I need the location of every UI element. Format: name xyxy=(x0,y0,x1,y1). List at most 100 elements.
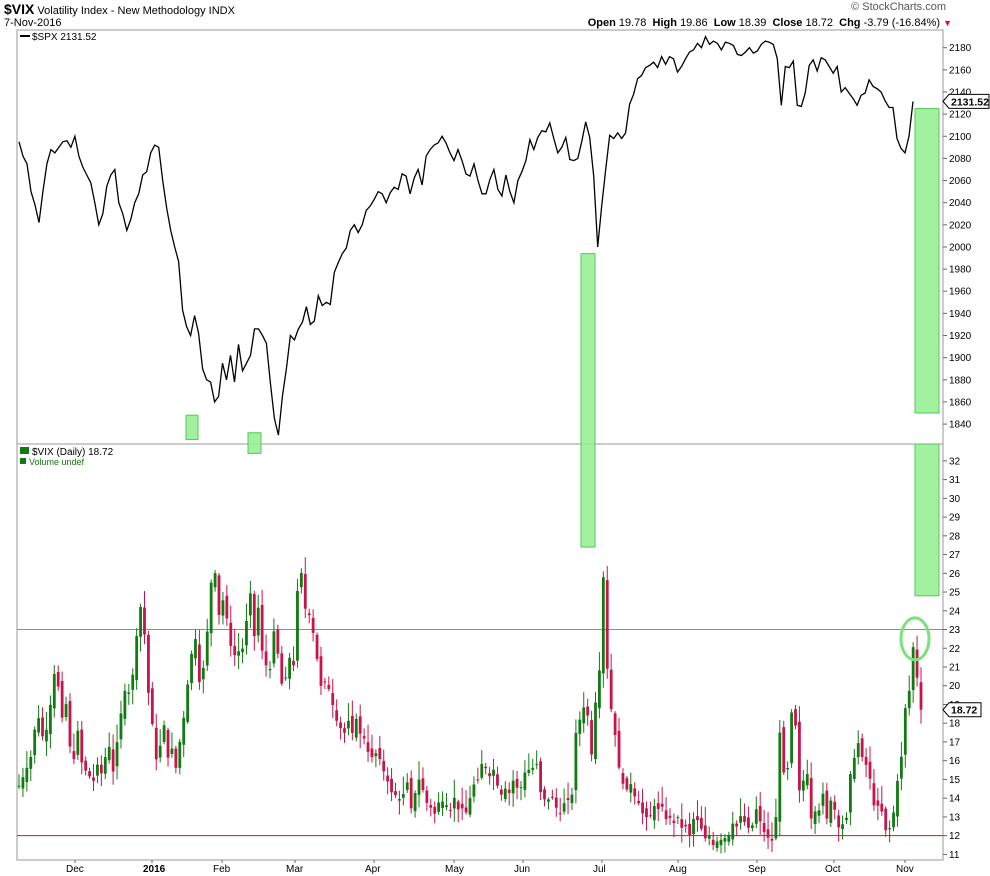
low-label: Low xyxy=(713,17,736,29)
vix-candle-up xyxy=(535,763,539,765)
vix-candle-up xyxy=(178,741,182,768)
vix-candle-up xyxy=(445,805,448,808)
x-axis-label: Mar xyxy=(286,864,304,875)
vix-candle-down xyxy=(880,803,884,812)
vix-candle-up xyxy=(907,690,911,709)
vix-candle-down xyxy=(41,717,44,737)
spx-panel-frame xyxy=(16,29,944,445)
vix-candle-down xyxy=(558,813,562,815)
vix-candle-down xyxy=(641,802,644,814)
vix-candle-down xyxy=(319,656,323,686)
vix-candle-up xyxy=(296,590,299,661)
vix-y-tick-label: 31 xyxy=(949,475,961,486)
vix-candle-down xyxy=(174,748,178,768)
vix-candle-up xyxy=(441,801,444,809)
vix-candle-up xyxy=(480,763,484,778)
x-axis-label: Oct xyxy=(825,864,841,875)
spx-y-tick-label: 2160 xyxy=(949,65,972,76)
vix-candle-up xyxy=(829,800,833,823)
vix-candle-up xyxy=(131,674,135,690)
vix-candle-up xyxy=(437,802,441,812)
change-label: Chg xyxy=(839,17,861,29)
vix-candle-up xyxy=(598,670,601,709)
vix-y-tick-label: 25 xyxy=(949,588,961,599)
vix-candle-down xyxy=(307,613,311,616)
vix-candle-down xyxy=(609,669,613,710)
vix-y-tick-label: 28 xyxy=(949,531,961,542)
vix-candle-up xyxy=(786,767,790,770)
vix-candle-up xyxy=(103,757,107,774)
vix-y-tick-label: 21 xyxy=(949,662,961,673)
vix-candle-up xyxy=(845,817,848,821)
vix-candle-down xyxy=(758,805,762,822)
vix-candle-down xyxy=(539,761,542,793)
spx-y-tick-label: 1880 xyxy=(949,375,972,386)
vix-y-tick-label: 15 xyxy=(949,775,961,786)
spx-last-value-tag xyxy=(942,93,990,109)
vix-candle-down xyxy=(860,738,864,758)
spx-y-tick-label: 1920 xyxy=(949,331,972,342)
vix-candle-down xyxy=(303,574,307,609)
x-axis-label: Apr xyxy=(365,864,381,875)
vix-candle-down xyxy=(782,727,786,773)
vix-candle-up xyxy=(127,692,131,694)
vix-candle-down xyxy=(166,729,170,758)
vix-candle-down xyxy=(625,778,629,790)
vix-candle-down xyxy=(378,747,382,759)
stockcharts-brand[interactable]: © StockCharts.com xyxy=(851,1,946,13)
vix-candle-up xyxy=(256,607,260,636)
vix-candle-up xyxy=(221,600,225,616)
vix-candle-down xyxy=(335,710,339,721)
vix-candle-down xyxy=(837,815,841,828)
vix-candle-down xyxy=(656,803,660,810)
vix-candle-down xyxy=(358,716,362,734)
vix-candle-up xyxy=(64,704,68,718)
vix-candle-down xyxy=(703,825,707,839)
symbol-description: Volatility Index - New Methodology xyxy=(37,5,206,17)
vix-candle-down xyxy=(260,604,264,651)
ohlc-readout: Open 19.78 High 19.86 Low 18.39 Close 18… xyxy=(588,17,952,29)
vix-candle-down xyxy=(394,791,397,795)
vix-candle-up xyxy=(676,817,680,819)
spx-highlight xyxy=(914,108,940,414)
vix-candle-down xyxy=(633,788,637,797)
vix-candle-down xyxy=(343,728,346,733)
vix-candle-up xyxy=(186,684,190,722)
vix-candle-up xyxy=(778,732,782,822)
vix-candle-up xyxy=(896,780,899,817)
vix-candle-down xyxy=(60,681,64,718)
vix-candle-up xyxy=(527,769,531,773)
vix-candle-up xyxy=(29,756,33,769)
x-axis-label: Sep xyxy=(748,864,766,875)
vix-candle-down xyxy=(798,721,801,791)
vix-candle-down xyxy=(645,808,648,818)
vix-candle-up xyxy=(25,767,29,782)
spx-y-tick-label: 1960 xyxy=(949,287,972,298)
vix-candle-up xyxy=(574,732,578,791)
vix-y-tick-label: 27 xyxy=(949,550,961,561)
vix-candle-down xyxy=(370,748,374,758)
vix-y-tick-label: 12 xyxy=(949,831,961,842)
vix-candle-down xyxy=(311,617,315,633)
vix-candle-up xyxy=(754,809,758,824)
vix-candle-down xyxy=(264,651,268,666)
vix-y-tick-label: 20 xyxy=(949,681,961,692)
vix-candle-down xyxy=(280,653,284,684)
vix-candle-down xyxy=(743,816,746,822)
vix-candle-down xyxy=(99,764,103,774)
spx-y-tick-label: 2100 xyxy=(949,132,972,143)
vix-candle-down xyxy=(680,819,684,828)
vix-candle-up xyxy=(817,810,821,816)
vix-last-value-label: 18.72 xyxy=(951,705,977,717)
vix-candle-up xyxy=(170,748,174,754)
vix-candle-up xyxy=(852,757,856,780)
vix-candle-down xyxy=(915,649,919,678)
vix-candle-up xyxy=(503,788,507,799)
vix-candle-down xyxy=(586,706,590,716)
vix-candle-down xyxy=(794,709,797,726)
vix-candle-down xyxy=(696,816,699,821)
vix-candle-up xyxy=(723,838,727,842)
vix-candle-down xyxy=(327,684,331,689)
vix-candle-up xyxy=(241,648,244,653)
vix-y-tick-label: 32 xyxy=(949,456,961,467)
